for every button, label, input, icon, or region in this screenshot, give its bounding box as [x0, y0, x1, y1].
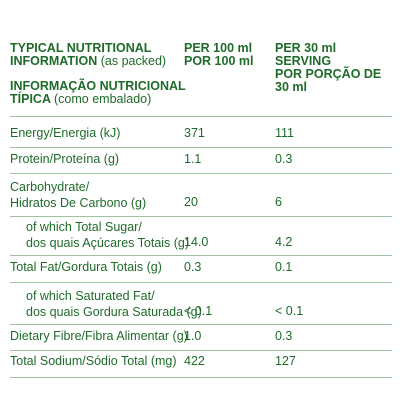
row-label: Carbohydrate/ Hidratos De Carbono (g) [10, 180, 147, 210]
row-label: Energy/Energia (kJ) [10, 126, 121, 140]
value-per-100ml: 14.0 [184, 235, 209, 249]
table-row-total-sodium: Total Sodium/Sódio Total (mg) 422 127 [10, 350, 392, 377]
value-per-serving: 0.3 [275, 329, 293, 343]
value-per-100ml: 1.0 [184, 329, 202, 343]
table-row-total-sugar: of which Total Sugar/ dos quais Açúcares… [10, 216, 392, 255]
value-per-serving: 127 [275, 354, 296, 368]
value-per-serving: 6 [275, 195, 282, 209]
value-per-100ml: 20 [184, 195, 198, 209]
value-per-serving: 111 [275, 126, 295, 140]
value-per-serving: 4.2 [275, 235, 293, 249]
row-label: Dietary Fibre/Fibra Alimentar (g) [10, 329, 188, 343]
value-per-100ml: 371 [184, 126, 205, 140]
value-per-100ml: 1.1 [184, 152, 202, 166]
title-portuguese: INFORMAÇÃO NUTRICIONAL TÍPICA (como emba… [10, 79, 186, 106]
nutrition-table: TYPICAL NUTRITIONAL INFORMATION (as pack… [10, 38, 392, 378]
value-per-100ml: 422 [184, 354, 205, 368]
table-header: TYPICAL NUTRITIONAL INFORMATION (as pack… [10, 38, 392, 116]
row-label: of which Total Sugar/ dos quais Açúcares… [26, 220, 190, 250]
row-label: Protein/Proteína (g) [10, 152, 120, 166]
row-label: of which Saturated Fat/ dos quais Gordur… [26, 289, 202, 319]
title-english: TYPICAL NUTRITIONAL INFORMATION (as pack… [10, 41, 167, 68]
value-per-100ml: < 0.1 [184, 304, 213, 318]
column-header-per-100ml: PER 100 ml POR 100 ml [184, 41, 254, 68]
bottom-divider [10, 377, 392, 378]
table-row-dietary-fibre: Dietary Fibre/Fibra Alimentar (g) 1.0 0.… [10, 324, 392, 350]
column-header-per-serving: PER 30 ml SERVING POR PORÇÃO DE 30 ml [275, 41, 382, 94]
row-label: Total Fat/Gordura Totais (g) [10, 260, 162, 274]
value-per-serving: 0.3 [275, 152, 293, 166]
row-label: Total Sodium/Sódio Total (mg) [10, 354, 177, 368]
table-row-energy: Energy/Energia (kJ) 371 111 [10, 116, 392, 147]
value-per-serving: 0.1 [275, 260, 293, 274]
value-per-100ml: 0.3 [184, 260, 202, 274]
table-row-total-fat: Total Fat/Gordura Totais (g) 0.3 0.1 [10, 255, 392, 282]
table-row-protein: Protein/Proteína (g) 1.1 0.3 [10, 147, 392, 173]
table-row-saturated-fat: of which Saturated Fat/ dos quais Gordur… [10, 282, 392, 324]
table-row-carbohydrate: Carbohydrate/ Hidratos De Carbono (g) 20… [10, 173, 392, 216]
value-per-serving: < 0.1 [275, 304, 304, 318]
